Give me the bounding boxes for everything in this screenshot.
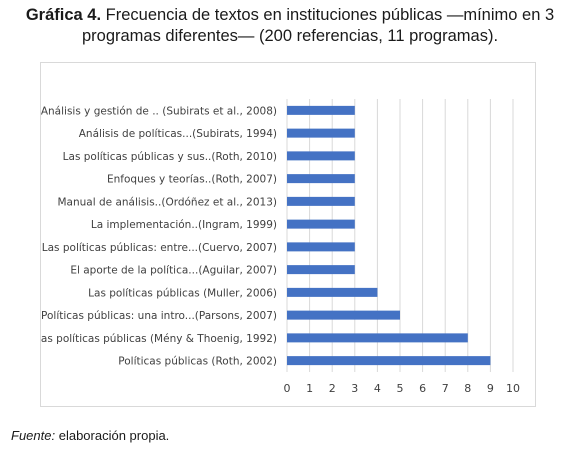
x-tick-label: 4 (374, 382, 381, 395)
chart-area: 0 1 2 3 4 5 6 7 8 9 10 Análisis y gestión de .. (Su… (40, 62, 536, 407)
bar-chart: 0 1 2 3 4 5 6 7 8 9 10 Análisis y gestión de .. (Su… (41, 99, 520, 395)
x-tick-label: 5 (397, 382, 404, 395)
x-tick-label: 2 (329, 382, 336, 395)
source-text: elaboración propia. (58, 428, 170, 443)
category-label: Análisis de políticas...(Subirats, 1994) (79, 128, 277, 140)
x-tick-label: 9 (487, 382, 494, 395)
bar (287, 333, 468, 343)
bar (287, 174, 355, 184)
category-label: Manual de análisis..(Ordóñez et al., 201… (58, 196, 278, 208)
bar (287, 219, 355, 229)
category-label: La implementación..(Ingram, 1999) (91, 219, 277, 231)
bar (287, 310, 400, 320)
x-tick-label: 7 (442, 382, 449, 395)
figure-caption: Gráfica 4. Frecuencia de textos en insti… (0, 5, 580, 47)
category-label: Las políticas públicas (Muller, 2006) (88, 287, 277, 299)
bar (287, 265, 355, 275)
category-label: Las políticas públicas y sus..(Roth, 201… (63, 151, 277, 163)
bar (287, 356, 491, 366)
bar (287, 287, 378, 297)
caption-text-line-2: programas diferentes— (200 referencias, … (81, 27, 499, 45)
x-tick-label: 10 (506, 382, 520, 395)
caption-label: Gráfica 4. (25, 6, 102, 24)
category-label: Las políticas públicas (Mény & Thoenig, … (41, 333, 277, 345)
category-label: Análisis y gestión de .. (Subirats et al… (41, 105, 277, 117)
category-label: Enfoques y teorías..(Roth, 2007) (107, 174, 277, 186)
x-tick-label: 6 (419, 382, 426, 395)
x-tick-label: 0 (284, 382, 291, 395)
category-label: El aporte de la política...(Aguilar, 200… (70, 265, 277, 277)
source-note: Fuente: elaboración propia. (11, 428, 169, 443)
bar (287, 242, 355, 252)
source-label: Fuente: (11, 428, 56, 443)
bar (287, 196, 355, 206)
bar (287, 105, 355, 115)
x-tick-label: 3 (351, 382, 358, 395)
category-label: Políticas públicas (Roth, 2002) (118, 356, 277, 368)
bar (287, 128, 355, 138)
caption-text-line-1: Frecuencia de textos en instituciones pú… (105, 6, 555, 24)
caption-line-1: Gráfica 4. Frecuencia de textos en insti… (0, 5, 580, 26)
x-tick-label: 8 (464, 382, 471, 395)
category-label: Políticas públicas: una intro...(Parsons… (41, 310, 277, 322)
bar (287, 151, 355, 161)
category-label: Las políticas públicas: entre...(Cuervo,… (42, 242, 277, 254)
x-tick-label: 1 (306, 382, 313, 395)
